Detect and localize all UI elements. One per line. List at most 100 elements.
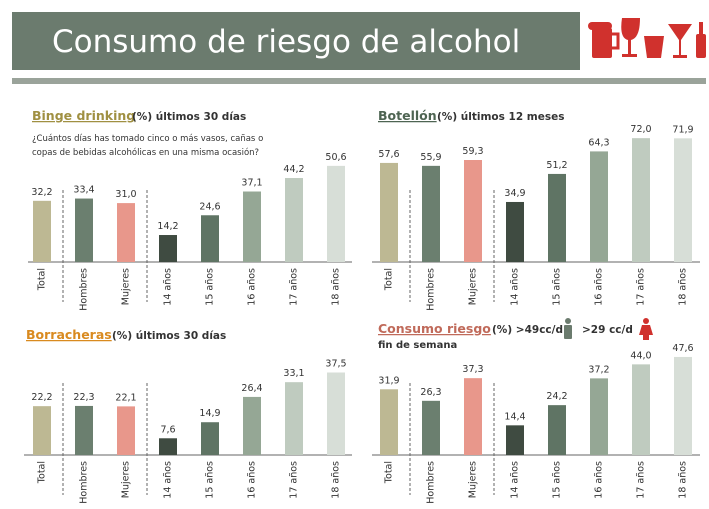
value-label: 31,0 — [115, 189, 136, 200]
value-label: 44,2 — [283, 164, 304, 175]
category-label: 14 años — [510, 268, 521, 306]
category-label: 14 años — [163, 268, 174, 306]
bar — [243, 191, 261, 262]
bar — [674, 356, 692, 455]
category-label: 18 años — [331, 461, 342, 499]
category-label: 16 años — [594, 268, 605, 306]
value-label: 59,3 — [462, 146, 483, 157]
chart-unit: >29 cc/d — [582, 324, 633, 336]
bar — [464, 160, 482, 262]
value-label: 50,6 — [325, 152, 346, 163]
female-icon — [639, 318, 653, 340]
bar — [243, 396, 261, 455]
value-label: 31,9 — [378, 375, 399, 386]
value-label: 7,6 — [160, 424, 175, 435]
value-label: 14,2 — [157, 221, 178, 232]
value-label: 22,2 — [31, 392, 52, 403]
category-label: 17 años — [636, 461, 647, 499]
bar — [632, 138, 650, 262]
value-label: 14,4 — [504, 411, 525, 422]
bar — [201, 422, 219, 455]
value-label: 44,0 — [630, 350, 651, 361]
bar — [201, 215, 219, 262]
bar — [159, 235, 177, 262]
category-label: Hombres — [426, 461, 437, 504]
chart-subtitle: copas de bebidas alcohólicas en una mism… — [32, 147, 259, 158]
chart-subtitle: ¿Cuántos días has tomado cinco o más vas… — [32, 134, 263, 144]
bar — [422, 400, 440, 455]
category-label: Total — [37, 268, 48, 291]
bar — [75, 198, 93, 262]
bar — [464, 378, 482, 455]
bar — [285, 178, 303, 262]
chart-unit: (%) últimos 12 meses — [437, 111, 564, 123]
category-label: 16 años — [247, 268, 258, 306]
chart-unit: (%) últimos 30 días — [112, 330, 226, 342]
value-label: 34,9 — [504, 188, 525, 199]
value-label: 22,1 — [115, 392, 136, 403]
value-label: 72,0 — [630, 124, 651, 135]
bar — [285, 382, 303, 455]
bar — [159, 438, 177, 455]
bar — [33, 406, 51, 455]
category-label: Mujeres — [121, 461, 132, 498]
bar — [117, 203, 135, 262]
value-label: 37,2 — [588, 364, 609, 375]
bar — [548, 405, 566, 455]
chart-unit: (%) últimos 30 días — [132, 111, 246, 123]
bar — [380, 162, 398, 262]
value-label: 51,2 — [546, 160, 567, 171]
value-label: 71,9 — [672, 124, 693, 135]
category-label: Hombres — [426, 268, 437, 311]
category-label: 18 años — [331, 268, 342, 306]
category-label: Hombres — [79, 268, 90, 311]
category-label: 17 años — [289, 268, 300, 306]
value-label: 47,6 — [672, 343, 693, 354]
chart-title: Borracheras — [26, 327, 112, 342]
category-label: Total — [384, 268, 395, 291]
category-label: 17 años — [289, 461, 300, 499]
bar — [33, 200, 51, 262]
header-bar — [12, 12, 580, 70]
chart-title: Binge drinking — [32, 108, 135, 123]
chart-title: Consumo riesgo — [378, 321, 491, 336]
category-label: 15 años — [552, 461, 563, 499]
value-label: 24,6 — [199, 201, 220, 212]
chart-note: fin de semana — [378, 340, 457, 351]
category-label: 16 años — [594, 461, 605, 499]
value-label: 55,9 — [420, 152, 441, 163]
category-label: Mujeres — [468, 268, 479, 305]
category-label: 15 años — [552, 268, 563, 306]
category-label: 14 años — [163, 461, 174, 499]
value-label: 64,3 — [588, 137, 609, 148]
bar — [327, 372, 345, 455]
category-label: 18 años — [678, 461, 689, 499]
bar — [75, 405, 93, 455]
category-label: 16 años — [247, 461, 258, 499]
category-label: 15 años — [205, 461, 216, 499]
value-label: 37,5 — [325, 359, 346, 370]
bar — [590, 378, 608, 455]
bar — [506, 201, 524, 262]
value-label: 37,3 — [462, 364, 483, 375]
bar — [674, 138, 692, 262]
value-label: 32,2 — [31, 187, 52, 198]
category-label: Total — [37, 461, 48, 484]
value-label: 24,2 — [546, 391, 567, 402]
value-label: 33,1 — [283, 368, 304, 379]
chart-unit: (%) >49cc/d — [492, 324, 563, 336]
category-label: 18 años — [678, 268, 689, 306]
drink-icons — [588, 18, 706, 58]
value-label: 22,3 — [73, 392, 94, 403]
bar — [327, 165, 345, 262]
category-label: Total — [384, 461, 395, 484]
category-label: Hombres — [79, 461, 90, 504]
value-label: 37,1 — [241, 178, 262, 189]
category-label: Mujeres — [468, 461, 479, 498]
value-label: 26,3 — [420, 387, 441, 398]
bar — [632, 364, 650, 455]
bar — [548, 173, 566, 262]
category-label: 15 años — [205, 268, 216, 306]
bar — [506, 425, 524, 455]
